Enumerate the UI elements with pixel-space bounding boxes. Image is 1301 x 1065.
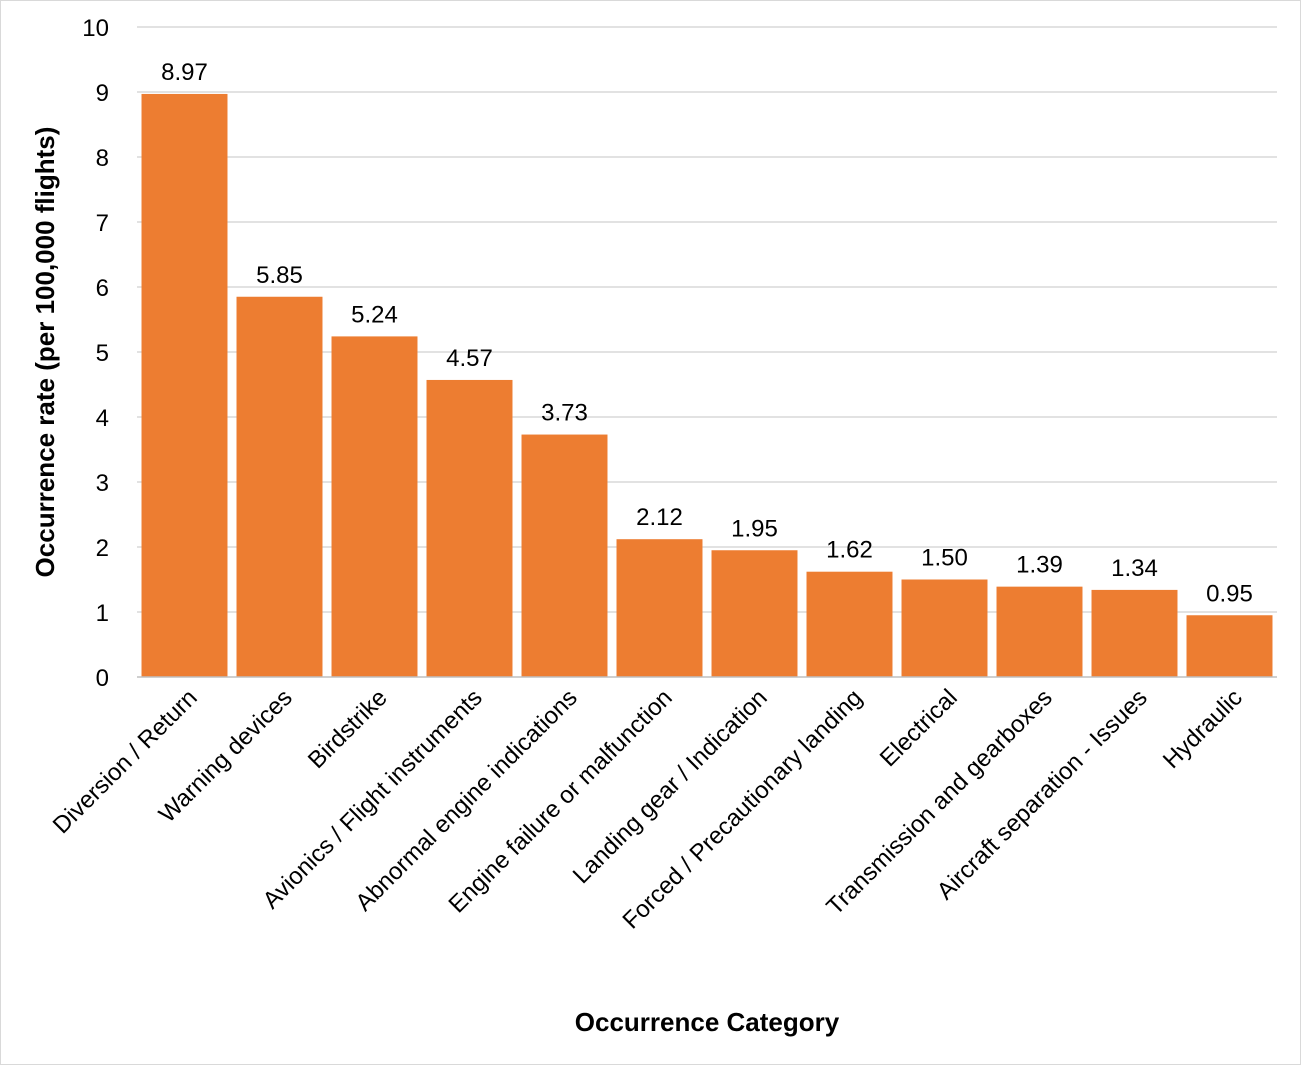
x-axis-title: Occurrence Category bbox=[575, 1007, 840, 1037]
bar bbox=[331, 336, 418, 677]
bar bbox=[1186, 615, 1273, 677]
y-tick-label: 7 bbox=[96, 210, 109, 237]
bar bbox=[901, 579, 988, 677]
bar bbox=[236, 296, 323, 677]
data-label: 1.34 bbox=[1111, 555, 1158, 582]
y-tick-label: 8 bbox=[96, 145, 109, 172]
y-axis-title: Occurrence rate (per 100,000 flights) bbox=[30, 127, 60, 578]
y-tick-label: 1 bbox=[96, 600, 109, 627]
y-tick-label: 6 bbox=[96, 275, 109, 302]
y-tick-label: 9 bbox=[96, 80, 109, 107]
y-axis-ticks: 0 1 2 3 4 5 6 7 8 9 10 bbox=[82, 15, 109, 692]
bar bbox=[141, 93, 228, 677]
data-label: 8.97 bbox=[161, 59, 208, 86]
data-label: 1.95 bbox=[731, 515, 778, 542]
y-tick-label: 0 bbox=[96, 665, 109, 692]
bar bbox=[426, 379, 513, 677]
bar bbox=[521, 434, 608, 677]
bar bbox=[996, 586, 1083, 677]
bar bbox=[711, 550, 798, 677]
x-tick-label: Landing gear / Indication bbox=[568, 684, 773, 889]
data-label: 1.39 bbox=[1016, 552, 1063, 579]
bar bbox=[806, 571, 893, 677]
data-label: 3.73 bbox=[541, 400, 588, 427]
bar bbox=[1091, 589, 1178, 677]
y-tick-label: 2 bbox=[96, 535, 109, 562]
data-label: 2.12 bbox=[636, 504, 683, 531]
data-label: 4.57 bbox=[446, 345, 493, 372]
data-labels: 8.97 5.85 5.24 4.57 3.73 2.12 1.95 1.62 1.50 1.39… bbox=[161, 59, 1253, 607]
data-label: 5.24 bbox=[351, 301, 398, 328]
y-tick-label: 3 bbox=[96, 470, 109, 497]
x-tick-label: Hydraulic bbox=[1158, 684, 1248, 774]
data-label: 1.62 bbox=[826, 537, 873, 564]
x-tick-label: Birdstrike bbox=[303, 684, 393, 774]
gridlines bbox=[137, 26, 1277, 613]
bars bbox=[141, 93, 1273, 677]
data-label: 1.50 bbox=[921, 545, 968, 572]
bar bbox=[616, 539, 703, 677]
y-tick-label: 5 bbox=[96, 340, 109, 367]
data-label: 5.85 bbox=[256, 262, 303, 289]
y-tick-label: 4 bbox=[96, 405, 109, 432]
y-tick-label: 10 bbox=[82, 15, 109, 42]
x-tick-label: Electrical bbox=[875, 684, 963, 772]
data-label: 0.95 bbox=[1206, 580, 1253, 607]
